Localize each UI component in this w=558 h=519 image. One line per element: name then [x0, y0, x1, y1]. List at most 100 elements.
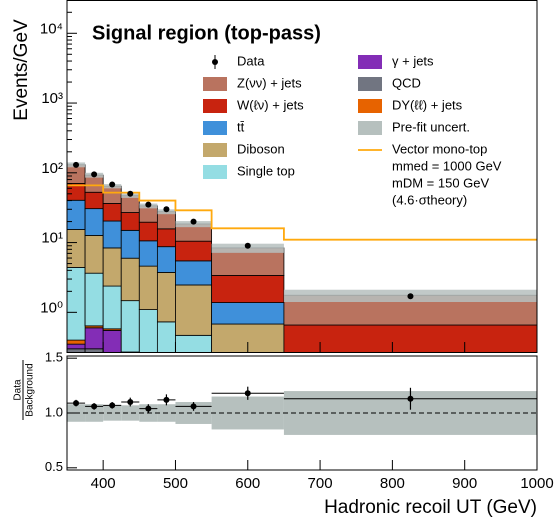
stack-segment: [283, 324, 537, 352]
x-tick-label: 800: [380, 475, 405, 492]
data-point: [244, 242, 251, 249]
data-point: [109, 181, 116, 188]
legend-label: QCD: [392, 75, 421, 90]
stack-segment: [138, 265, 158, 310]
data-point: [145, 201, 152, 208]
stack-segment: [156, 246, 176, 273]
x-tick-label: 700: [308, 475, 333, 492]
stack-segment: [84, 272, 104, 327]
stack-segment: [121, 361, 139, 362]
stack-segment: [67, 339, 86, 345]
legend-label: Single top: [237, 163, 295, 178]
legend-label: Diboson: [237, 141, 285, 156]
legend-swatch: [203, 121, 227, 135]
y-tick-label: 10⁰: [40, 299, 63, 316]
legend-detail: mDM = 150 GeV: [392, 175, 490, 190]
main-panel: [67, 161, 537, 463]
x-tick-label: 900: [452, 475, 477, 492]
ratio-uncertainty: [103, 405, 122, 421]
stack-segment: [138, 240, 158, 267]
legend-label: Pre-fit uncert.: [392, 119, 470, 134]
ratio-y-tick-label: 1.0: [45, 404, 63, 419]
data-point: [127, 190, 134, 197]
ratio-point: [190, 403, 197, 410]
legend-swatch: [203, 143, 227, 157]
stack-segment: [84, 348, 104, 352]
stack-segment: [211, 302, 285, 325]
x-tick-label: 1000: [520, 475, 553, 492]
data-point: [73, 161, 80, 168]
stack-segment: [138, 221, 158, 242]
legend-label: W(ℓν) + jets: [237, 97, 304, 112]
stack-segment: [67, 343, 86, 350]
ratio-point: [91, 403, 98, 410]
stack-segment: [139, 362, 157, 364]
x-tick-label: 400: [91, 475, 116, 492]
stack-segment: [175, 240, 213, 262]
stack-segment: [139, 364, 157, 370]
y-tick-label: 10¹: [41, 230, 63, 247]
stack-segment: [67, 229, 86, 268]
data-point: [407, 293, 414, 300]
ratio-uncertainty: [121, 405, 140, 421]
stack-segment: [175, 260, 213, 286]
signal-line: [67, 184, 537, 241]
legend-swatch: [358, 55, 382, 69]
stack-segment: [120, 257, 140, 302]
stack-segment: [284, 459, 537, 463]
stack-segment: [102, 203, 122, 222]
stack-segment: [175, 394, 211, 398]
y-tick-label: 10²: [41, 160, 63, 177]
ratio-point: [244, 390, 251, 397]
legend-swatch: [358, 121, 382, 135]
stack-segment: [84, 327, 104, 350]
stack-segment: [157, 374, 175, 376]
legend-label: Vector mono-top: [392, 141, 487, 156]
overlay: 10⁰ 10¹ 10² 10³ 10⁴ 0.5 1.0 1.5 400 500 600 700 800 9…: [40, 0, 554, 492]
stack-segment: [175, 284, 213, 336]
ratio-panel: [67, 386, 537, 435]
stack-segment: [67, 267, 86, 341]
stack-segment: [156, 228, 176, 248]
data-point: [91, 171, 98, 178]
stack-segment: [120, 212, 140, 231]
ratio-point: [73, 400, 80, 407]
ratio-uncertainty: [175, 402, 212, 424]
legend-detail: mmed = 1000 GeV: [392, 158, 502, 173]
stack-segment: [120, 300, 140, 352]
ratio-label-bottom: Background: [25, 363, 36, 416]
x-tick-label: 600: [235, 475, 260, 492]
y-tick-label: 10³: [41, 90, 63, 107]
stack-segment: [102, 285, 122, 330]
legend-label: DY(ℓℓ) + jets: [392, 97, 463, 112]
stack-segment: [84, 174, 104, 193]
ratio-label-top: Data: [13, 379, 24, 401]
stack-segment: [103, 354, 121, 362]
stack-segment: [157, 377, 175, 383]
legend-label: Data: [237, 53, 265, 68]
y-axis-label: Events/GeV: [11, 19, 32, 121]
stack-segment: [102, 220, 122, 249]
legend-label: Z(νν) + jets: [237, 75, 302, 90]
panel-title: Signal region (top-pass): [92, 22, 321, 44]
stack-segment: [138, 309, 158, 352]
data-point: [190, 218, 197, 225]
x-tick-label: 500: [163, 475, 188, 492]
stack-segment: [102, 247, 122, 287]
stack-segment: [156, 211, 176, 230]
stack-segment: [120, 229, 140, 259]
ratio-point: [145, 405, 152, 412]
stack-segment: [102, 330, 122, 352]
legend-detail: (4.6·σtheory): [392, 192, 467, 207]
data-point: [163, 206, 170, 213]
legend-swatch: [203, 165, 227, 179]
legend-swatch: [358, 99, 382, 113]
stack-segment: [175, 334, 213, 352]
stack-segment: [156, 321, 176, 352]
stack-segment: [67, 348, 86, 352]
ratio-y-tick-label: 0.5: [45, 459, 63, 474]
legend-label: γ + jets: [392, 53, 434, 68]
ratio-point: [127, 399, 134, 406]
ratio-y-tick-label: 1.5: [45, 350, 63, 365]
